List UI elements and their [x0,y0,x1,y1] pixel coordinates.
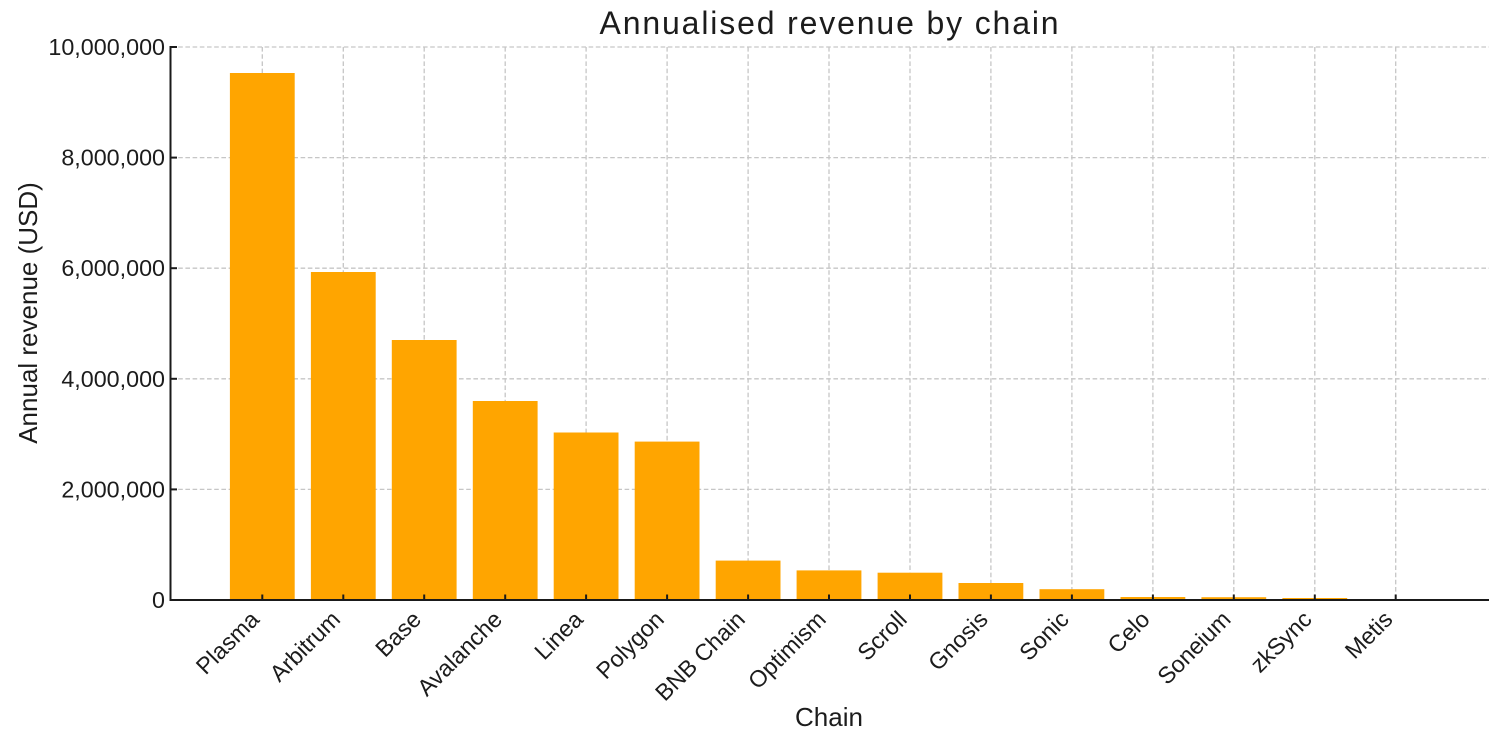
svg-text:zkSync: zkSync [1245,606,1317,678]
svg-text:Scroll: Scroll [852,606,912,666]
svg-text:Metis: Metis [1340,606,1398,664]
svg-text:Gnosis: Gnosis [923,606,993,676]
svg-text:Annual revenue (USD): Annual revenue (USD) [13,182,43,444]
svg-text:4,000,000: 4,000,000 [61,366,165,392]
svg-text:8,000,000: 8,000,000 [61,145,165,171]
svg-text:Arbitrum: Arbitrum [265,606,346,687]
svg-text:Sonic: Sonic [1014,606,1074,666]
svg-text:6,000,000: 6,000,000 [61,255,165,281]
svg-text:Plasma: Plasma [191,606,264,679]
svg-text:Soneium: Soneium [1152,606,1235,689]
svg-text:Base: Base [370,606,426,662]
svg-text:Linea: Linea [529,606,588,665]
svg-text:0: 0 [152,587,165,613]
svg-text:Polygon: Polygon [591,606,669,684]
svg-text:Celo: Celo [1102,606,1154,658]
svg-text:Optimism: Optimism [743,606,831,694]
svg-text:2,000,000: 2,000,000 [61,476,165,502]
svg-text:Chain: Chain [795,702,863,732]
svg-text:Avalanche: Avalanche [412,606,507,701]
svg-text:10,000,000: 10,000,000 [48,34,165,60]
svg-text:Annualised revenue by chain: Annualised revenue by chain [600,5,1061,41]
